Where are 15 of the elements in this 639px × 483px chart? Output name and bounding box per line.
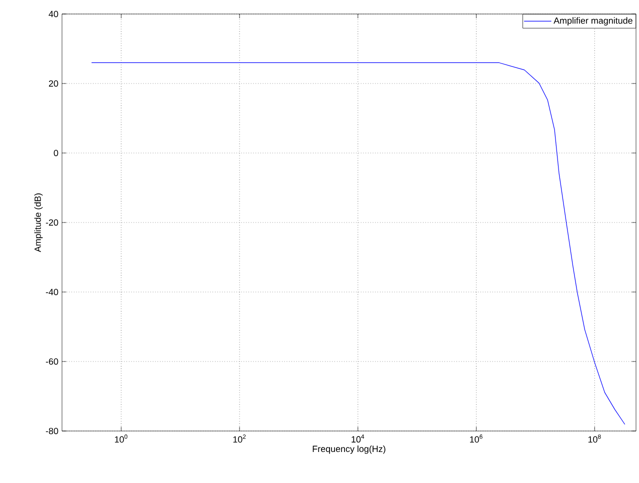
y-tick-label: -20 — [46, 219, 58, 226]
y-axis-title: Amplitude (dB) — [34, 193, 43, 252]
y-tick-label: 0 — [54, 150, 58, 156]
y-tick-label: 40 — [48, 10, 58, 18]
x-tick-label: 10$^{0}$ — [114, 434, 128, 443]
y-tick-label: 20 — [48, 80, 58, 87]
legend-label: Amplifier magnitude — [554, 17, 632, 26]
x-axis-title: Frequency log(Hz) — [312, 445, 386, 454]
x-tick-label: 10$^{4}$ — [352, 434, 364, 443]
y-tick-label: -40 — [46, 288, 58, 296]
x-tick-label: 10$^{2}$ — [233, 434, 246, 443]
x-tick-label: 10$^{6}$ — [470, 434, 482, 443]
y-tick-label: -60 — [46, 358, 58, 365]
x-tick-label: 10$^{8}$ — [588, 434, 601, 443]
y-tick-label: -80 — [46, 428, 58, 434]
